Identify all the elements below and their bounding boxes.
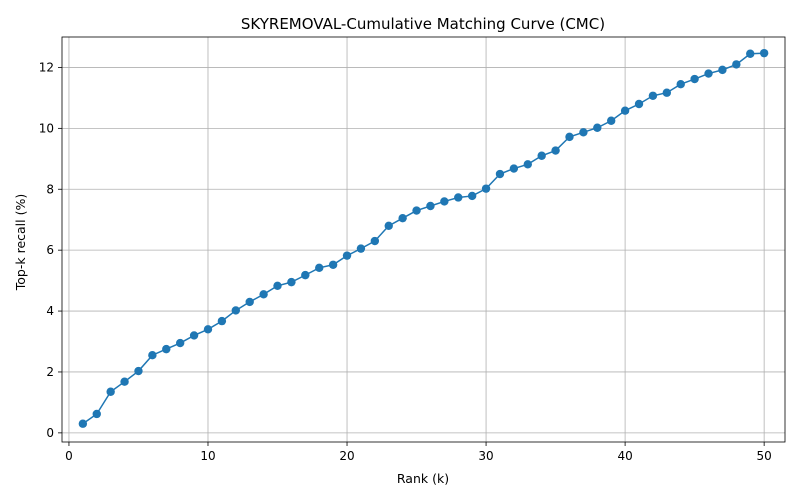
- data-point: [398, 213, 407, 223]
- data-point: [634, 99, 644, 109]
- data-point: [78, 419, 88, 428]
- data-point: [217, 316, 227, 326]
- data-point: [676, 79, 685, 89]
- data-point: [718, 65, 727, 75]
- data-point: [579, 128, 588, 137]
- y-tick-label: 12: [39, 60, 54, 74]
- data-point: [162, 344, 171, 354]
- data-point: [412, 206, 421, 215]
- data-point: [565, 132, 574, 142]
- chart-title: SKYREMOVAL-Cumulative Matching Curve (CM…: [241, 15, 605, 33]
- data-point: [481, 184, 491, 193]
- x-tick-label: 40: [617, 449, 632, 463]
- data-point: [690, 74, 699, 84]
- series-group: [78, 48, 769, 428]
- data-point: [648, 91, 658, 100]
- data-point: [245, 297, 254, 307]
- data-point: [315, 263, 324, 273]
- data-point: [231, 306, 240, 315]
- data-point: [120, 377, 129, 386]
- data-point: [134, 366, 143, 376]
- data-point: [384, 221, 393, 230]
- data-point: [175, 338, 185, 348]
- plot-frame: [61, 36, 786, 443]
- data-point: [732, 60, 741, 69]
- y-tick-label: 4: [46, 304, 54, 318]
- data-point: [106, 387, 115, 396]
- data-point: [301, 270, 310, 280]
- x-axis-ticks: 0 10 20 30 40 50: [65, 442, 772, 463]
- data-point: [537, 151, 546, 160]
- data-point: [704, 69, 713, 78]
- x-axis-label: Rank (k): [397, 471, 449, 486]
- data-point: [746, 49, 755, 58]
- data-point: [440, 197, 449, 206]
- data-point: [148, 351, 157, 360]
- data-point: [328, 260, 338, 269]
- data-point: [259, 290, 268, 299]
- data-point: [189, 331, 199, 340]
- x-tick-label: 20: [339, 449, 354, 463]
- data-point: [523, 160, 532, 169]
- data-point: [620, 106, 630, 115]
- y-tick-label: 0: [46, 426, 54, 440]
- y-tick-label: 10: [39, 121, 54, 135]
- data-point: [370, 236, 380, 246]
- x-tick-label: 0: [65, 449, 73, 463]
- data-point: [467, 191, 477, 201]
- data-point: [356, 244, 366, 253]
- data-point: [593, 123, 602, 132]
- grid: [62, 37, 785, 442]
- data-point: [92, 409, 101, 419]
- data-point: [607, 116, 616, 125]
- data-point: [551, 146, 560, 155]
- data-point: [495, 169, 505, 179]
- x-tick-label: 50: [757, 449, 772, 463]
- x-tick-label: 30: [478, 449, 493, 463]
- y-tick-label: 6: [46, 243, 54, 257]
- data-point: [454, 193, 463, 202]
- data-point: [426, 201, 435, 211]
- data-point: [287, 277, 296, 287]
- data-point: [509, 164, 519, 173]
- data-point: [203, 325, 213, 334]
- x-tick-label: 10: [200, 449, 215, 463]
- y-tick-label: 8: [46, 182, 54, 196]
- data-point: [273, 281, 282, 290]
- data-point: [662, 88, 672, 97]
- y-axis-ticks: 0 2 4 6 8 10 12: [39, 60, 62, 440]
- data-point: [342, 251, 352, 260]
- y-tick-label: 2: [46, 365, 54, 379]
- y-axis-label: Top-k recall (%): [13, 194, 28, 291]
- data-point: [759, 48, 769, 58]
